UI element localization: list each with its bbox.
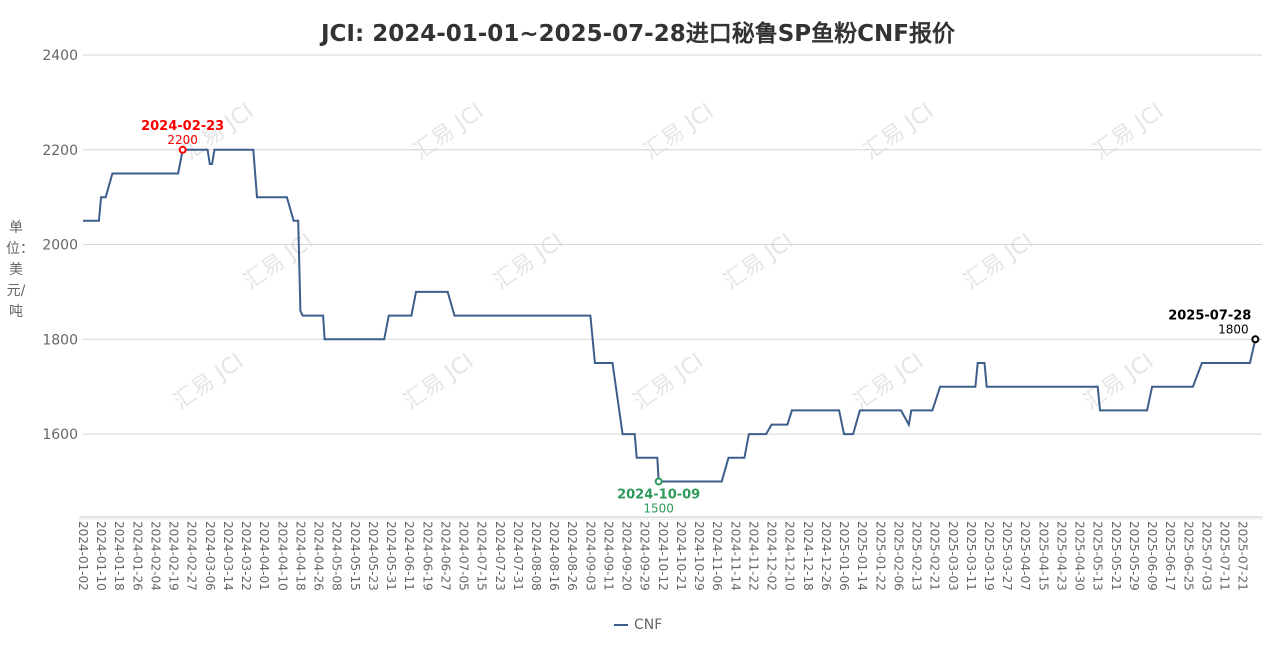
watermark-logo: 汇易 JCI xyxy=(399,349,478,415)
series-line-cnf xyxy=(83,148,1257,483)
chart-title: JCI: 2024-01-01~2025-07-28进口秘鲁SP鱼粉CNF报价 xyxy=(321,21,955,47)
y-tick-label: 1600 xyxy=(42,427,78,443)
x-tick-label: 2024-06-27 xyxy=(438,521,452,591)
x-tick-label: 2024-05-15 xyxy=(348,521,362,591)
x-tick-label: 2024-01-02 xyxy=(76,521,90,591)
x-tick-label: 2025-03-03 xyxy=(946,521,960,591)
x-tick-label: 2024-03-14 xyxy=(221,521,235,591)
x-tick-label: 2024-09-29 xyxy=(638,521,652,591)
x-tick-label: 2024-07-31 xyxy=(511,521,525,591)
x-tick-label: 2024-03-06 xyxy=(203,521,217,591)
annotation-value-min: 1500 xyxy=(643,501,674,515)
annotation-value-latest: 1800 xyxy=(1218,322,1249,336)
x-tick-label: 2024-07-05 xyxy=(457,521,471,591)
legend-item-cnf[interactable]: CNF xyxy=(614,617,662,633)
x-tick-label: 2024-05-08 xyxy=(330,521,344,591)
x-tick-label: 2024-12-26 xyxy=(819,521,833,591)
x-tick-label: 2024-07-15 xyxy=(475,521,489,591)
y-tick-label: 2000 xyxy=(42,238,78,254)
x-tick-label: 2025-06-25 xyxy=(1181,521,1195,591)
x-tick-label: 2024-01-10 xyxy=(94,521,108,591)
x-tick-label: 2025-04-15 xyxy=(1036,521,1050,591)
x-tick-label: 2025-05-21 xyxy=(1109,521,1123,591)
x-tick-label: 2025-01-22 xyxy=(873,521,887,591)
x-tick-label: 2025-04-23 xyxy=(1054,521,1068,591)
x-tick-label: 2024-12-10 xyxy=(783,521,797,591)
x-tick-label: 2024-04-01 xyxy=(257,521,271,591)
y-tick-label: 2200 xyxy=(42,143,78,159)
x-tick-label: 2024-02-27 xyxy=(185,521,199,591)
watermark-logo: 汇易 JCI xyxy=(849,349,928,415)
legend-label: CNF xyxy=(634,617,663,633)
x-tick-label: 2024-09-11 xyxy=(601,521,615,591)
x-tick-label: 2024-11-14 xyxy=(728,521,742,591)
x-tick-label: 2024-11-22 xyxy=(746,521,760,591)
x-tick-label: 2025-04-07 xyxy=(1018,521,1032,591)
x-tick-label: 2024-02-19 xyxy=(167,521,181,591)
x-tick-label: 2024-01-18 xyxy=(112,521,126,591)
x-tick-label: 2024-04-26 xyxy=(312,521,326,591)
x-tick-label: 2025-01-06 xyxy=(837,521,851,591)
x-tick-label: 2025-03-11 xyxy=(964,521,978,591)
watermark-logo: 汇易 JCI xyxy=(1079,349,1158,415)
annotation-date-latest: 2025-07-28 xyxy=(1168,308,1251,323)
annotation-value-max: 2200 xyxy=(167,133,198,147)
x-tick-label: 2025-02-06 xyxy=(891,521,905,591)
x-tick-label: 2025-07-21 xyxy=(1236,521,1250,591)
x-tick-label: 2025-02-21 xyxy=(928,521,942,591)
watermark-logo: 汇易 JCI xyxy=(859,99,938,165)
x-tick-label: 2024-09-03 xyxy=(583,521,597,591)
annotation-point-latest xyxy=(1251,335,1260,344)
x-tick-label: 2025-05-13 xyxy=(1091,521,1105,591)
x-tick-label: 2024-04-18 xyxy=(293,521,307,591)
x-tick-label: 2024-09-20 xyxy=(620,521,634,591)
watermark-logo: 汇易 JCI xyxy=(719,229,798,295)
x-tick-label: 2025-07-11 xyxy=(1218,521,1232,591)
watermark-logo: 汇易 JCI xyxy=(409,99,488,165)
watermark-logo: 汇易 JCI xyxy=(959,229,1038,295)
x-tick-label: 2025-02-13 xyxy=(910,521,924,591)
x-tick-label: 2025-01-14 xyxy=(855,521,869,591)
y-tick-label: 1800 xyxy=(42,332,78,348)
x-tick-label: 2025-07-03 xyxy=(1199,521,1213,591)
x-tick-label: 2024-10-12 xyxy=(656,521,670,591)
x-tick-label: 2024-02-04 xyxy=(148,521,162,591)
watermark-logo: 汇易 JCI xyxy=(169,349,248,415)
watermark-logo: 汇易 JCI xyxy=(639,99,718,165)
legend-swatch xyxy=(614,624,628,626)
x-tick-label: 2024-03-22 xyxy=(239,521,253,591)
x-tick-label: 2025-05-29 xyxy=(1127,521,1141,591)
watermark-logo: 汇易 JCI xyxy=(239,229,318,295)
annotation-date-max: 2024-02-23 xyxy=(141,119,224,134)
x-tick-label: 2025-06-17 xyxy=(1163,521,1177,591)
x-tick-label: 2024-10-21 xyxy=(674,521,688,591)
x-tick-label: 2024-12-02 xyxy=(765,521,779,591)
x-tick-label: 2024-05-23 xyxy=(366,521,380,591)
watermark-logo: 汇易 JCI xyxy=(1089,99,1168,165)
x-tick-label: 2024-08-26 xyxy=(565,521,579,591)
x-tick-label: 2025-03-19 xyxy=(982,521,996,591)
watermark-logo: 汇易 JCI xyxy=(489,229,568,295)
x-tick-label: 2025-04-30 xyxy=(1073,521,1087,591)
x-tick-label: 2024-08-08 xyxy=(529,521,543,591)
x-tick-label: 2025-06-09 xyxy=(1145,521,1159,591)
x-tick-label: 2024-10-29 xyxy=(692,521,706,591)
x-tick-label: 2024-07-23 xyxy=(493,521,507,591)
x-tick-label: 2024-12-18 xyxy=(801,521,815,591)
x-tick-label: 2024-06-11 xyxy=(402,521,416,591)
x-tick-label: 2025-03-27 xyxy=(1000,521,1014,591)
x-tick-label: 2024-04-10 xyxy=(275,521,289,591)
x-tick-label: 2024-05-31 xyxy=(384,521,398,591)
x-tick-label: 2024-06-19 xyxy=(420,521,434,591)
watermark-logo: 汇易 JCI xyxy=(629,349,708,415)
x-tick-label: 2024-01-26 xyxy=(130,521,144,591)
annotation-date-min: 2024-10-09 xyxy=(617,487,700,502)
y-tick-label: 2400 xyxy=(42,48,78,64)
x-tick-label: 2024-11-06 xyxy=(710,521,724,591)
annotation-point-max xyxy=(178,145,187,154)
x-tick-label: 2024-08-16 xyxy=(547,521,561,591)
annotation-point-min xyxy=(654,477,663,486)
